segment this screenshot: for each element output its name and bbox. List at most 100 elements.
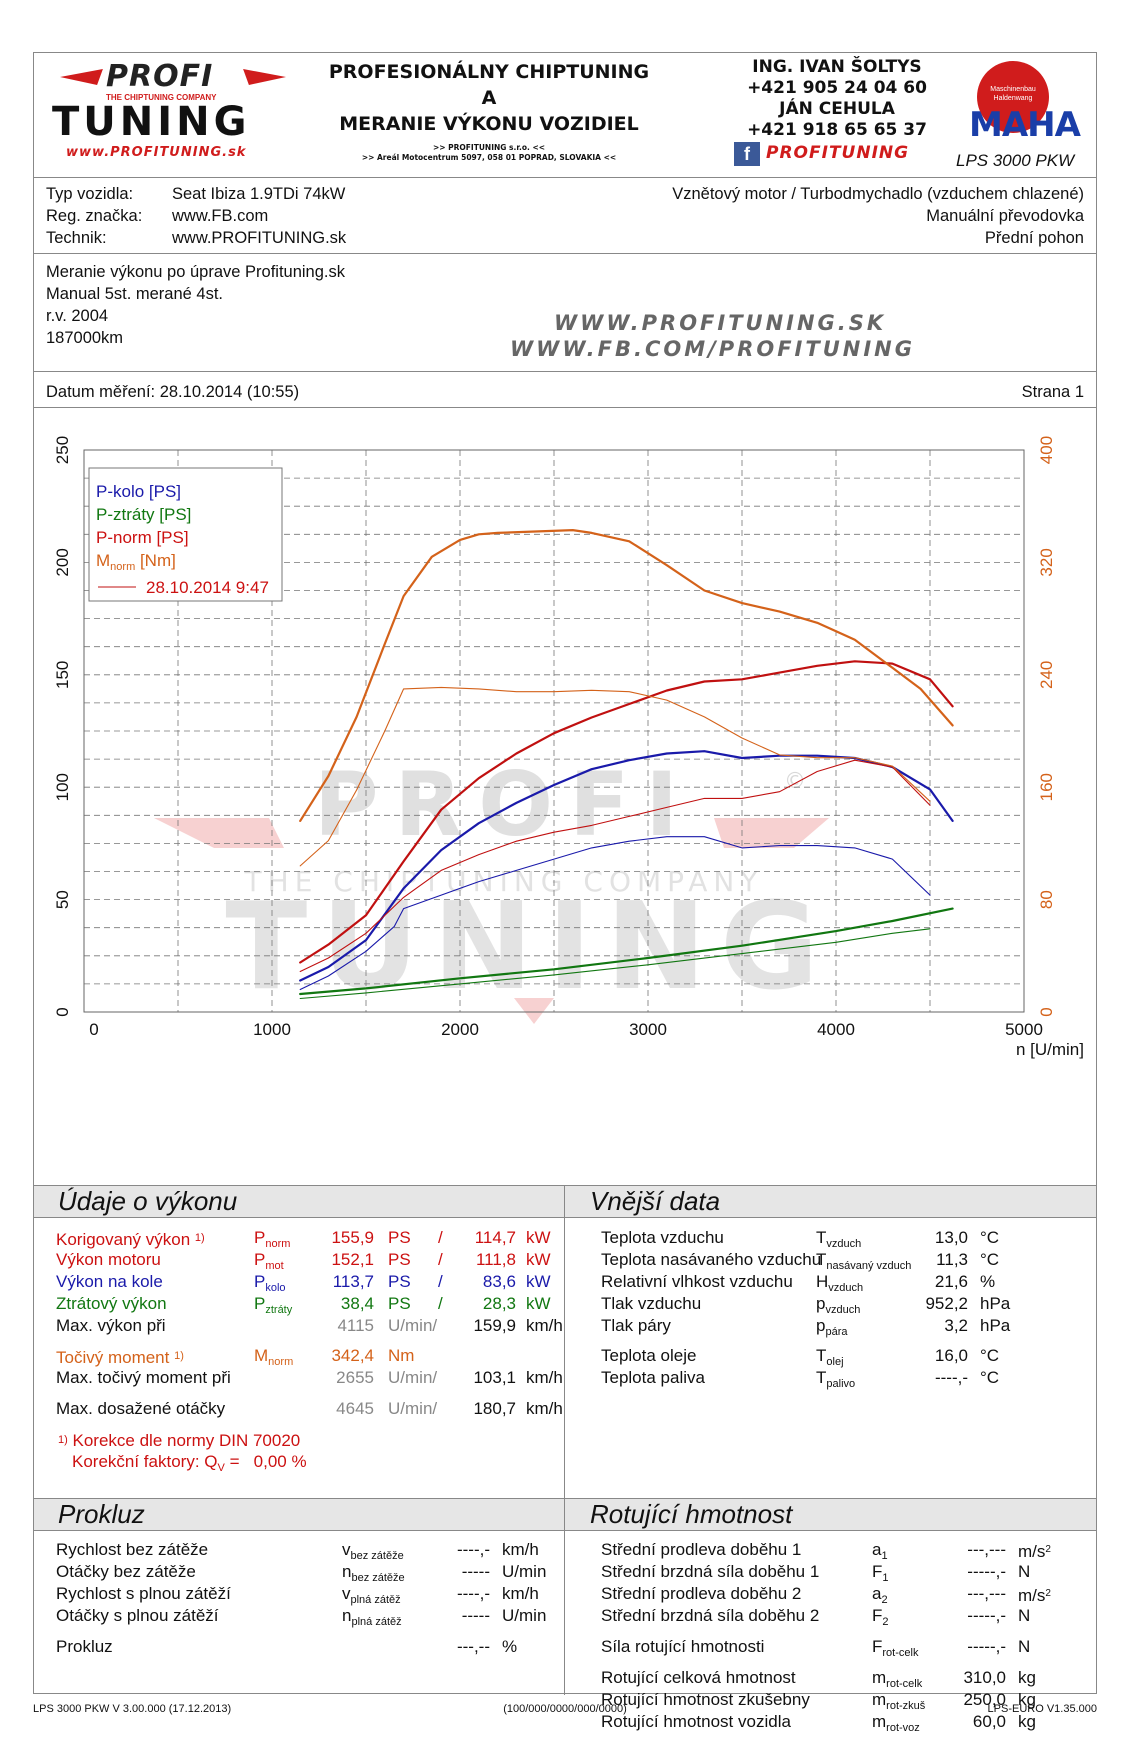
maha-logo: Maschinenbau Haldenwang MAHA <box>969 61 1081 145</box>
rot-label-6: Rotující hmotnost zkušebny <box>601 1690 810 1709</box>
vehicle-drive: Přední pohon <box>984 229 1084 247</box>
ext-value-2: 21,6 <box>934 1272 968 1291</box>
slip-label-1: Otáčky bez zátěže <box>56 1562 196 1581</box>
rot-value-3: -----,- <box>967 1606 1006 1625</box>
web-url-1: WWW.PROFITUNING.SK <box>554 311 887 335</box>
rot-symbol-3: F2 <box>872 1606 889 1628</box>
y-tick-label: 250 <box>53 436 72 464</box>
perf-maxtorque-label: Max. točivý moment při <box>56 1368 231 1387</box>
contact-phone-2: +421 918 65 65 37 <box>747 120 927 140</box>
header-title-3: MERANIE VÝKONU VOZIDIEL <box>339 113 639 135</box>
ext-symbol-1: Tnasávaný vzduch <box>816 1250 912 1272</box>
footer-left: LPS 3000 PKW V 3.00.000 (17.12.2013) <box>33 1703 232 1715</box>
slip-symbol-3: nplná zátěž <box>342 1606 402 1628</box>
y2-tick-label: 160 <box>1037 773 1056 801</box>
perf-factor: Korekční faktory: QV = 0,00 % <box>72 1452 307 1474</box>
y2-tick-label: 320 <box>1037 548 1056 576</box>
y2-tick-label: 240 <box>1037 661 1056 689</box>
perf-maxrpm-rpm: 4645 <box>336 1399 374 1418</box>
plot-frame <box>83 449 1025 1013</box>
legend-entry-p-kolo: P-kolo [PS] <box>96 482 181 501</box>
rot-unit-6: kg <box>1018 1690 1036 1709</box>
slip-title: Prokluz <box>58 1499 145 1529</box>
rot-symbol-2: a2 <box>872 1584 888 1606</box>
x-tick-label: 0 <box>89 1020 98 1039</box>
slip-symbol-2: vplná zátěž <box>342 1584 401 1606</box>
vehicle-gearbox: Manuální převodovka <box>926 207 1084 225</box>
chart-series <box>299 528 954 1000</box>
ext-label-4: Tlak páry <box>601 1316 671 1335</box>
watermark-top: PROFI <box>314 753 694 856</box>
ext-unit-4: hPa <box>980 1316 1011 1335</box>
perf-torque-unit: Nm <box>388 1346 415 1365</box>
rot-value-0: ---,--- <box>967 1540 1006 1559</box>
ext-unit-5: °C <box>980 1346 1000 1365</box>
rot-symbol-6: mrot-zkuš <box>872 1690 926 1712</box>
rot-value-4: -----,- <box>967 1637 1006 1656</box>
perf-wheel-symbol: Pkolo <box>254 1272 286 1294</box>
perf-corrected-kw: 114,7 <box>474 1228 516 1247</box>
vehicle-reg-label: Reg. značka: <box>46 207 143 225</box>
rot-label-3: Střední brzdná síla doběhu 2 <box>601 1606 820 1625</box>
vehicle-tech-value: www.PROFITUNING.sk <box>172 229 347 247</box>
perf-maxtorque-speed-unit: km/h <box>526 1368 563 1387</box>
x-tick-label: 5000 <box>1005 1020 1043 1039</box>
series-line-7 <box>299 686 931 867</box>
note-line-2: Manual 5st. merané 4st. <box>46 285 224 303</box>
perf-maxpower-speed-unit: km/h <box>526 1316 563 1335</box>
rot-unit-5: kg <box>1018 1668 1036 1687</box>
perf-maxpower-rpm: 4115 <box>337 1316 374 1335</box>
perf-loss-ps: 38,4 <box>340 1294 374 1313</box>
slip-symbol-0: vbez zátěže <box>342 1540 404 1562</box>
perf-torque-label: Točivý moment 1) <box>56 1348 184 1367</box>
rot-symbol-5: mrot-celk <box>872 1668 923 1690</box>
perf-wheel-ps: 113,7 <box>332 1272 374 1291</box>
ext-value-6: ----,- <box>934 1368 968 1387</box>
perf-engine-label: Výkon motoru <box>56 1250 161 1269</box>
perf-loss-symbol: Pztráty <box>254 1294 293 1316</box>
rot-symbol-0: a1 <box>872 1540 888 1562</box>
x-tick-label: 1000 <box>253 1020 291 1039</box>
slip-label-2: Rychlost s plnou zátěží <box>56 1584 231 1603</box>
measure-date: Datum měření: 28.10.2014 (10:55) <box>46 383 300 401</box>
rot-unit-1: N <box>1018 1562 1031 1581</box>
logo-left-chevron <box>57 69 103 85</box>
ext-symbol-3: pvzduch <box>816 1294 861 1316</box>
header-center: PROFESIONÁLNY CHIPTUNING A MERANIE VÝKON… <box>324 59 654 163</box>
series-line-0 <box>299 660 954 964</box>
x-axis-label: n [U/min] <box>1016 1040 1084 1059</box>
y-tick-label: 200 <box>53 548 72 576</box>
series-line-4 <box>299 759 931 973</box>
vehicle-type-value: Seat Ibiza 1.9TDi 74kW <box>172 185 346 203</box>
perf-maxtorque-rpm: 2655 <box>336 1368 374 1387</box>
slip-symbol-1: nbez zátěže <box>342 1562 405 1584</box>
slip-value-0: ----,- <box>456 1540 490 1559</box>
y-axis-ticks: 0 50 100 150 200 250 <box>53 436 72 1017</box>
rotating-title: Rotující hmotnost <box>590 1499 793 1529</box>
rot-label-1: Střední brzdná síla doběhu 1 <box>601 1562 820 1581</box>
ext-symbol-2: Hvzduch <box>816 1272 864 1294</box>
facebook-icon: f <box>734 142 760 166</box>
rot-label-2: Střední prodleva doběhu 2 <box>601 1584 802 1603</box>
watermark: PROFI THE CHIPTUNING COMPANY TUNING © <box>154 753 829 1024</box>
perf-wheel-sep: / <box>438 1272 443 1291</box>
ext-label-3: Tlak vzduchu <box>601 1294 702 1313</box>
perf-maxrpm-rpm-unit: U/min/ <box>388 1399 438 1418</box>
header-title-2: A <box>481 87 497 109</box>
y-tick-label: 150 <box>53 661 72 689</box>
x-tick-label: 4000 <box>817 1020 855 1039</box>
perf-torque-value: 342,4 <box>331 1346 374 1365</box>
ext-label-6: Teplota paliva <box>601 1368 705 1387</box>
series-line-3 <box>299 528 954 822</box>
rot-symbol-4: Frot-celk <box>872 1637 919 1659</box>
ext-unit-6: °C <box>980 1368 1000 1387</box>
slip-unit-3: U/min <box>502 1606 547 1625</box>
footer-center: (100/000/0000/000/0000) <box>503 1703 627 1715</box>
ext-label-2: Relativní vlhkost vzduchu <box>601 1272 793 1291</box>
y2-axis-ticks: 0 80 160 240 320 400 <box>1037 436 1056 1017</box>
perf-loss-kw-unit: kW <box>526 1294 551 1313</box>
slip-label-0: Rychlost bez zátěže <box>56 1540 209 1559</box>
header-contacts: ING. IVAN ŠOLTYS +421 905 24 04 60 JÁN C… <box>742 57 932 141</box>
legend-compare-label: 28.10.2014 9:47 <box>146 578 269 597</box>
ext-value-3: 952,2 <box>925 1294 968 1313</box>
